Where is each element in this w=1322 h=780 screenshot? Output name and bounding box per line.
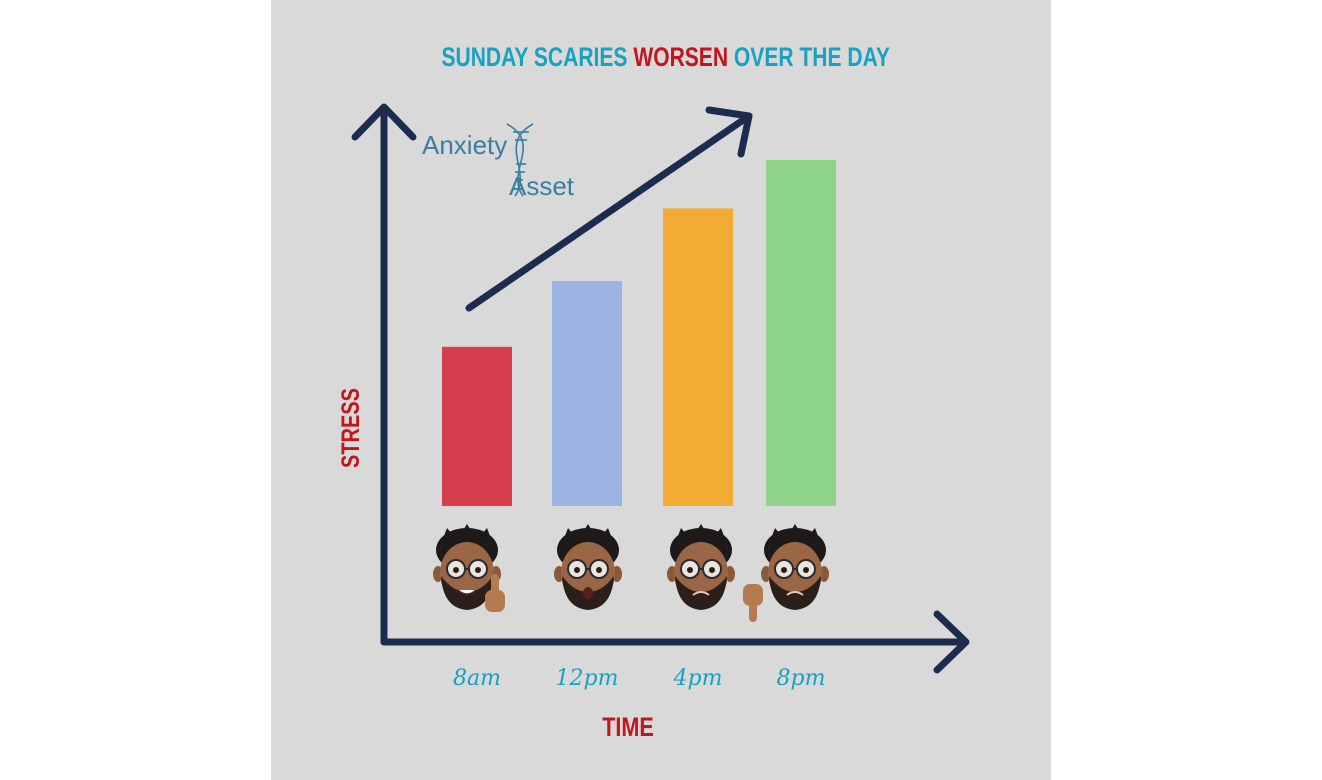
bar-4pm [663,208,733,506]
logo-line-1: Anxiety [422,130,507,160]
anxiety-asset-logo: Anxiety Asset [422,123,575,201]
dna-helix-icon [506,123,534,197]
bar-chart: SUNDAY SCARIES WORSEN OVER THE DAY Anxie… [337,43,970,743]
chart-title: SUNDAY SCARIES WORSEN OVER THE DAY [441,43,889,73]
smiling-face-thumbs-up-icon [433,524,505,612]
worried-face-icon [667,524,735,610]
x-tick-label: 8pm [777,666,826,691]
title-part-2: WORSEN [633,43,728,73]
x-tick-label: 8am [453,666,501,691]
y-axis-arrowhead [351,103,417,141]
axes [351,103,970,674]
x-tick-label: 12pm [556,666,619,691]
title-part-3: OVER THE DAY [728,43,890,73]
surprised-face-icon [554,524,622,610]
x-axis-arrowhead [933,610,970,674]
x-axis-label: TIME [602,713,654,743]
bars [442,160,836,506]
title-part-1: SUNDAY SCARIES [441,43,633,73]
bar-8pm [766,160,836,506]
chart-panel: SUNDAY SCARIES WORSEN OVER THE DAY Anxie… [271,0,1051,780]
sad-face-thumbs-down-icon [743,524,829,622]
faces [433,524,829,622]
bar-12pm [552,281,622,506]
bar-8am [442,346,512,506]
x-tick-labels: 8am 12pm 4pm 8pm [453,666,825,691]
y-axis-label: STRESS [337,388,365,468]
x-tick-label: 4pm [673,666,723,691]
trend-arrow [465,106,753,312]
